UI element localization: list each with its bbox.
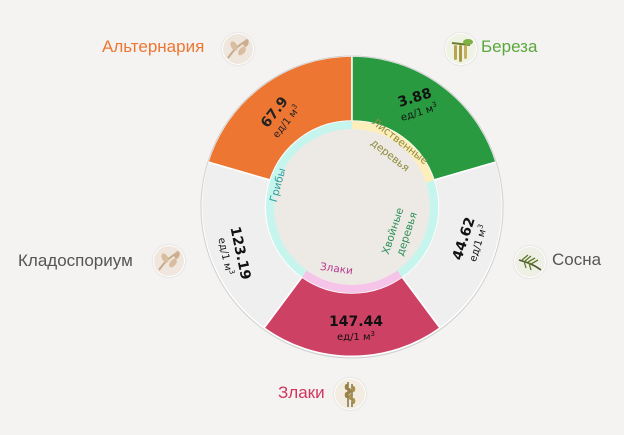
fungus-spore-icon (153, 245, 185, 277)
grass-ear-icon (334, 378, 366, 410)
label-zlaki[interactable]: Злаки (278, 383, 325, 402)
dial-center (274, 129, 430, 285)
ring-griby (265, 120, 352, 277)
unit-zlaki: ед/1 м3 (337, 330, 375, 343)
label-kladosporium[interactable]: Кладоспориум (18, 251, 133, 270)
label-bereza[interactable]: Береза (481, 37, 538, 56)
ring-zlaki (302, 270, 402, 294)
label-alternaria[interactable]: Альтернария (102, 37, 205, 56)
ring-listvennye (352, 120, 434, 183)
group-label-zlaki: Злаки (319, 261, 353, 277)
value-zlaki: 147.44 (329, 314, 383, 330)
fungus-spore-icon (222, 33, 254, 65)
birch-catkin-icon (445, 33, 477, 65)
label-sosna[interactable]: Сосна (552, 250, 602, 269)
pine-branch-icon (514, 246, 546, 278)
